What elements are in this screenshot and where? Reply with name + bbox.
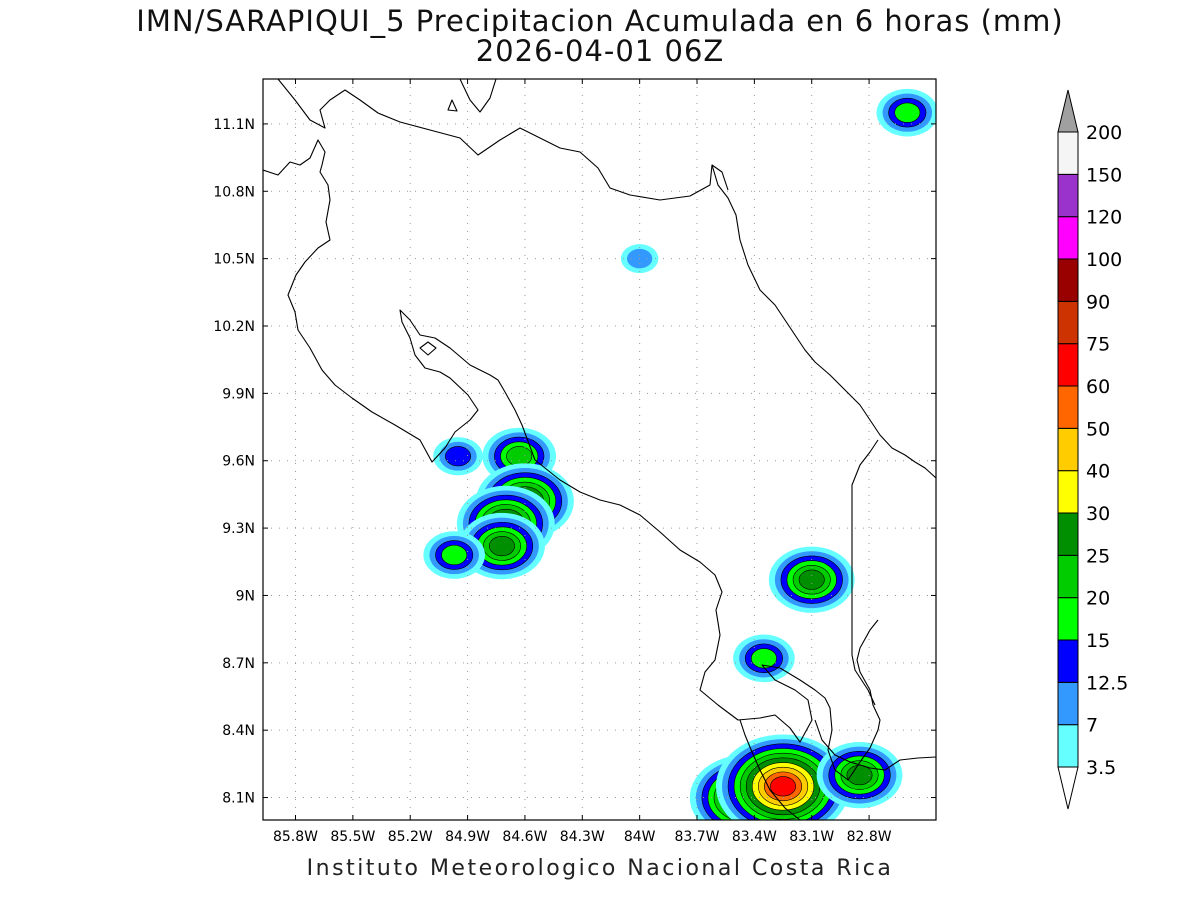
colorbar-label: 25 — [1086, 545, 1110, 567]
lon-tick-label: 83.7W — [675, 829, 720, 845]
precip-cell — [876, 88, 936, 137]
lat-tick-label: 10.5N — [213, 252, 255, 268]
colorbar-label: 60 — [1086, 376, 1110, 398]
colorbar-segment — [1057, 343, 1079, 387]
colorbar-segment — [1057, 512, 1079, 556]
colorbar-label: 30 — [1086, 503, 1110, 525]
x-axis-labels: 85.8W 85.5W 85.2W 84.9W 84.6W 84.3W 84W 83.7W 83… — [273, 79, 892, 845]
colorbar-label: 40 — [1086, 461, 1110, 483]
colorbar-segment — [1057, 131, 1079, 175]
colorbar-label: 90 — [1086, 291, 1110, 313]
colorbar-segment — [1057, 385, 1079, 429]
lat-tick-label: 8.4N — [222, 723, 255, 739]
colorbar-label: 20 — [1086, 588, 1110, 610]
colorbar-segment — [1057, 427, 1079, 472]
colorbar-label: 3.5 — [1086, 757, 1116, 779]
precip-contour — [445, 446, 471, 467]
colorbar-label: 75 — [1086, 334, 1110, 356]
colorbar-segment — [1057, 597, 1079, 641]
precip-contour — [798, 569, 825, 590]
precip-contour — [489, 535, 515, 557]
colorbar-segment — [1057, 554, 1079, 599]
lon-tick-label: 83.1W — [789, 829, 834, 845]
colorbar-segment — [1057, 470, 1079, 514]
lon-tick-label: 85.5W — [330, 829, 375, 845]
caribbean-coastline — [711, 164, 936, 479]
nicaragua-coastline — [277, 79, 729, 201]
lon-tick-label: 84.9W — [445, 829, 490, 845]
lat-tick-label: 8.7N — [222, 656, 255, 672]
colorbar-label: 50 — [1086, 418, 1110, 440]
lon-tick-label: 84.6W — [502, 829, 547, 845]
lat-tick-label: 9.6N — [222, 454, 255, 470]
colorbar-segment — [1057, 300, 1079, 345]
colorbar-label: 15 — [1086, 630, 1110, 652]
lat-tick-label: 10.2N — [213, 319, 255, 335]
colorbar-under-arrow — [1057, 766, 1079, 810]
precip-contour — [770, 776, 796, 797]
precip-contour — [750, 648, 777, 669]
lat-tick-label: 11.1N — [213, 117, 255, 133]
colorbar: 3.5 7 12.5 15 20 25 30 40 50 60 75 90 100 120 150 200 — [1057, 89, 1128, 810]
precip-contour — [441, 544, 468, 566]
y-axis-labels: 11.1N 10.8N 10.5N 10.2N 9.9N 9.6N 9.3N 9N 8.7N 8.… — [213, 117, 936, 807]
lon-tick-label: 83.4W — [732, 829, 777, 845]
lon-tick-label: 82.8W — [847, 829, 892, 845]
colorbar-label: 150 — [1086, 164, 1122, 186]
coastlines-borders — [263, 79, 936, 820]
colorbar-segment — [1057, 216, 1079, 260]
osa-coast — [739, 719, 801, 820]
precip-cell — [715, 734, 851, 820]
precip-cell — [433, 437, 483, 476]
colorbar-label: 7 — [1086, 715, 1098, 737]
lat-tick-label: 9.3N — [222, 521, 255, 537]
lat-tick-label: 9.9N — [222, 386, 255, 402]
colorbar-segment — [1057, 724, 1079, 768]
lon-tick-label: 85.2W — [388, 829, 433, 845]
colorbar-label: 120 — [1086, 207, 1122, 229]
island-north — [447, 99, 458, 112]
colorbar-label: 100 — [1086, 249, 1122, 271]
precip-cell — [768, 546, 855, 613]
map-subtitle: 2026-04-01 06Z — [475, 34, 725, 68]
grid-lines — [263, 79, 936, 820]
precip-cell — [733, 634, 795, 683]
lat-tick-label: 9N — [236, 588, 255, 604]
precip-cell — [423, 531, 485, 579]
precip-cell — [816, 741, 903, 809]
colorbar-label: 200 — [1086, 122, 1122, 144]
colorbar-segment — [1057, 258, 1079, 302]
precip-contour — [506, 446, 533, 467]
lon-tick-label: 84W — [624, 829, 656, 845]
map-title: IMN/SARAPIQUI_5 Precipitacion Acumulada … — [136, 4, 1064, 38]
lat-tick-label: 10.8N — [213, 184, 255, 200]
lon-tick-label: 85.8W — [273, 829, 318, 845]
lat-tick-label: 8.1N — [222, 791, 255, 807]
colorbar-segment — [1057, 173, 1079, 218]
nicaragua-inland — [459, 79, 497, 113]
footer-credit: Instituto Meteorologico Nacional Costa R… — [306, 856, 894, 881]
plot-frame — [262, 78, 937, 821]
precipitation-layer — [423, 88, 936, 820]
nicoya-island — [419, 341, 437, 356]
pacific-coastline — [263, 139, 881, 781]
colorbar-over-arrow — [1057, 89, 1079, 133]
colorbar-segment — [1057, 639, 1079, 683]
burica-peninsula — [814, 719, 936, 771]
lon-tick-label: 84.3W — [560, 829, 605, 845]
colorbar-label: 12.5 — [1086, 672, 1128, 694]
precip-contour — [894, 102, 921, 123]
colorbar-segment — [1057, 681, 1079, 726]
panama-border — [851, 439, 879, 706]
